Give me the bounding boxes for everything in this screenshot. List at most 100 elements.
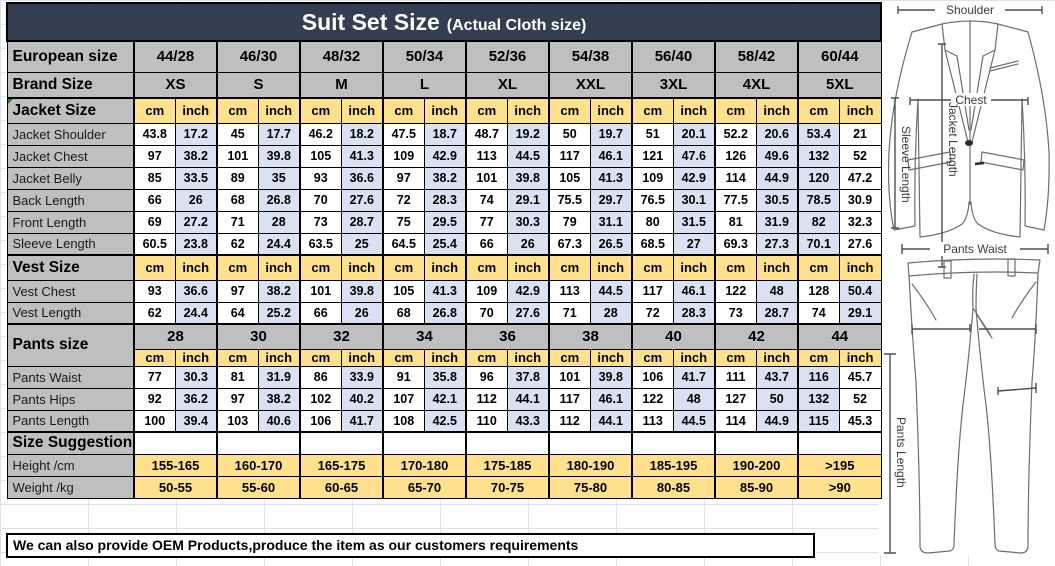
measurement-value-inch: 36.6 [174,279,218,303]
empty-cell [714,431,799,455]
measurement-value-cm: 81 [216,365,259,389]
measurement-value-inch: 28 [589,301,633,325]
measurement-value-inch: 31.9 [257,365,301,389]
unit-header-cm: cm [382,97,425,124]
measurement-value-inch: 47.2 [838,166,882,190]
measurement-value-inch: 41.3 [589,166,633,190]
european-size-value: 54/38 [548,40,633,73]
measurement-value-cm: 114 [714,166,757,190]
jacket-button [965,140,973,146]
measurement-value-inch: 37.8 [506,365,550,389]
measurement-value-cm: 68.5 [631,232,674,256]
measurement-value-inch: 39.8 [340,279,384,303]
unit-header-inch: inch [423,348,467,367]
european-size-value: 52/36 [465,40,550,73]
measurement-value-cm: 126 [714,144,757,168]
unit-header-cm: cm [797,97,840,124]
row-label: Jacket Chest [6,144,135,168]
unit-header-cm: cm [465,97,508,124]
unit-header-inch: inch [174,348,218,367]
measurement-value-cm: 52.2 [714,122,757,146]
measurement-value-cm: 77 [133,365,176,389]
unit-header-inch: inch [589,254,633,281]
row-label: Weight /kg [6,475,135,499]
measurement-value-cm: 45 [216,122,259,146]
pants-size-value: 36 [465,323,550,350]
measurement-value-cm: 109 [465,279,508,303]
measurement-value-inch: 27.6 [838,232,882,256]
measurement-value-inch: 41.7 [672,365,716,389]
empty-cell [216,431,301,455]
measurement-value-inch: 30.5 [755,188,799,212]
jacket-drawing [887,20,1050,238]
unit-header-inch: inch [672,97,716,124]
measurement-value-cm: 66 [299,301,342,325]
measurement-value-cm: 127 [714,387,757,411]
measurement-value-inch: 33.9 [340,365,384,389]
measurement-value-cm: 106 [631,365,674,389]
measurement-value-inch: 52 [838,387,882,411]
measurement-value-inch: 29.1 [838,301,882,325]
measurement-value-inch: 29.7 [589,188,633,212]
measurement-value-cm: 112 [548,409,591,433]
suggestion-range-value: 70-75 [465,475,550,499]
measurement-value-cm: 113 [465,144,508,168]
shoulder-measure-line: Shoulder [897,3,1043,17]
unit-header-cm: cm [631,97,674,124]
measurement-value-cm: 51 [631,122,674,146]
measurement-value-cm: 47.5 [382,122,425,146]
measurement-value-inch: 38.2 [257,279,301,303]
measurement-value-cm: 122 [714,279,757,303]
table-body: Suit Set Size (Actual Cloth size) European… [5,2,883,499]
measurement-value-inch: 28 [257,210,301,234]
unit-header-inch: inch [423,97,467,124]
measurement-value-cm: 60.5 [133,232,176,256]
shoulder-label: Shoulder [946,3,994,17]
measurement-value-inch: 39.8 [589,365,633,389]
measurement-value-inch: 46.1 [589,387,633,411]
suggestion-range-value: 190-200 [714,453,799,477]
measurement-value-cm: 117 [548,387,591,411]
measurement-value-inch: 48 [755,279,799,303]
measurement-value-cm: 68 [382,301,425,325]
measurement-value-cm: 50 [548,122,591,146]
measurement-value-cm: 91 [382,365,425,389]
measurement-value-inch: 31.1 [589,210,633,234]
suggestion-range-value: 50-55 [133,475,218,499]
empty-cell [299,431,384,455]
unit-header-inch: inch [174,97,218,124]
measurement-value-inch: 42.9 [672,166,716,190]
measurement-value-inch: 42.1 [423,387,467,411]
measurement-value-inch: 40.6 [257,409,301,433]
measurement-value-inch: 19.2 [506,122,550,146]
pants-section-label: Pants size [6,323,135,367]
suggestion-range-value: 180-190 [548,453,633,477]
measurement-value-inch: 31.5 [672,210,716,234]
unit-header-inch: inch [174,254,218,281]
measurement-value-cm: 106 [299,409,342,433]
measurement-value-cm: 63.5 [299,232,342,256]
measurement-value-cm: 86 [299,365,342,389]
unit-header-inch: inch [257,348,301,367]
measurement-value-inch: 26 [340,301,384,325]
measurement-value-inch: 30.1 [672,188,716,212]
measurement-value-inch: 41.3 [340,144,384,168]
unit-header-inch: inch [755,348,799,367]
chest-label: Chest [955,93,987,107]
measurement-value-cm: 117 [631,279,674,303]
empty-cell [133,431,218,455]
measurement-value-cm: 73 [299,210,342,234]
measurement-value-inch: 20.1 [672,122,716,146]
pants-drawing [907,258,1041,554]
measurement-value-inch: 50 [755,387,799,411]
thigh-measure-line [997,383,1037,395]
row-label: Height /cm [6,453,135,477]
jacket-length-measure-line: Jacket Length [938,43,960,268]
measurement-value-cm: 122 [631,387,674,411]
unit-header-inch: inch [340,254,384,281]
unit-header-inch: inch [672,348,716,367]
unit-header-cm: cm [797,254,840,281]
pants-size-value: 32 [299,323,384,350]
measurement-value-inch: 25.2 [257,301,301,325]
measurement-value-cm: 101 [548,365,591,389]
